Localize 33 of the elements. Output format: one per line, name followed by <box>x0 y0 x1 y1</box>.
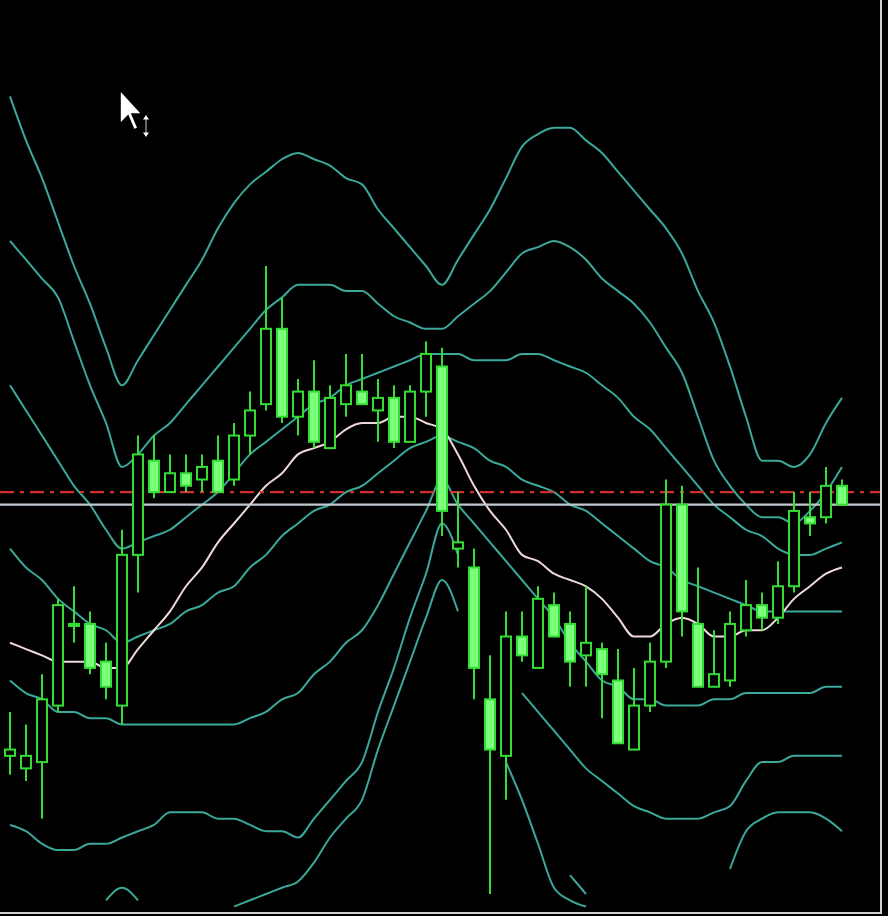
candlestick <box>292 378 304 437</box>
candlestick <box>644 641 656 713</box>
candlestick <box>148 434 160 500</box>
candlestick <box>196 453 208 494</box>
candlestick <box>84 610 96 676</box>
candlestick <box>756 591 768 632</box>
candlestick <box>4 710 16 776</box>
candlestick <box>164 453 176 494</box>
candlestick <box>180 453 192 494</box>
candlestick <box>580 585 592 688</box>
candlestick <box>804 491 816 538</box>
candlestick <box>356 352 368 406</box>
candlestick <box>340 352 352 418</box>
candlestick <box>516 610 528 663</box>
candlestick <box>420 340 432 418</box>
candlestick <box>740 579 752 638</box>
candlestick <box>20 723 32 782</box>
candlestick <box>820 465 832 525</box>
candlestick <box>228 422 240 487</box>
candlestick <box>68 585 80 644</box>
candlestick <box>212 434 224 494</box>
candlestick <box>452 491 464 569</box>
candlestick <box>708 629 720 688</box>
candlestick <box>596 641 608 720</box>
candlestick <box>772 560 784 625</box>
candlestick <box>372 378 384 443</box>
candlestick <box>564 610 576 688</box>
candlestick <box>244 390 256 456</box>
candlestick <box>836 478 848 506</box>
candlestick <box>548 591 560 638</box>
candlestick <box>100 641 112 701</box>
candlestick <box>388 384 400 450</box>
candlestick <box>628 666 640 751</box>
